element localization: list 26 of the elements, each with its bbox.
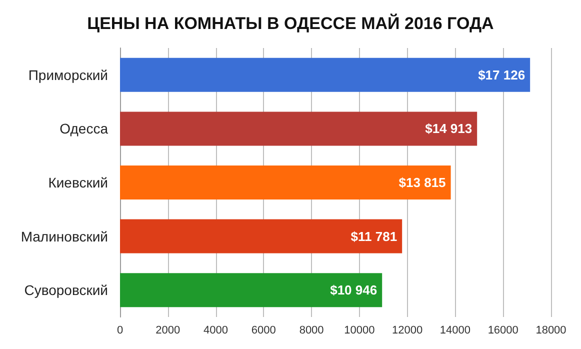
y-tick-label: Приморский xyxy=(28,66,108,83)
bar xyxy=(120,273,382,308)
y-tick-label: Малиновский xyxy=(20,228,108,244)
y-tick-label: Суворовский xyxy=(24,282,108,298)
x-tick-label: 8000 xyxy=(299,324,324,336)
x-tick-label: 16000 xyxy=(488,324,518,336)
x-tick-label: 4000 xyxy=(204,324,228,336)
x-tick-label: 10000 xyxy=(344,324,375,336)
y-tick-label: Одесса xyxy=(60,120,108,137)
x-tick-label: 12000 xyxy=(392,324,423,336)
data-label: $11 781 xyxy=(350,228,398,244)
data-label: $14 913 xyxy=(425,121,472,136)
bar xyxy=(120,219,402,254)
chart-title: ЦЕНЫ НА КОМНАТЫ В ОДЕССЕ МАЙ 2016 ГОДА xyxy=(87,13,494,33)
y-tick-label: Киевский xyxy=(48,174,108,190)
data-label: $13 815 xyxy=(398,175,446,190)
x-tick-label: 14000 xyxy=(440,324,471,336)
bar xyxy=(120,166,451,200)
x-tick-label: 6000 xyxy=(251,324,276,336)
data-label: $17 126 xyxy=(478,67,526,82)
x-tick-label: 2000 xyxy=(156,324,180,336)
x-tick-label: 0 xyxy=(116,324,124,336)
bar xyxy=(120,58,530,92)
x-tick-label: 18000 xyxy=(536,324,566,336)
data-label: $10 946 xyxy=(330,282,378,298)
bar xyxy=(120,112,478,146)
